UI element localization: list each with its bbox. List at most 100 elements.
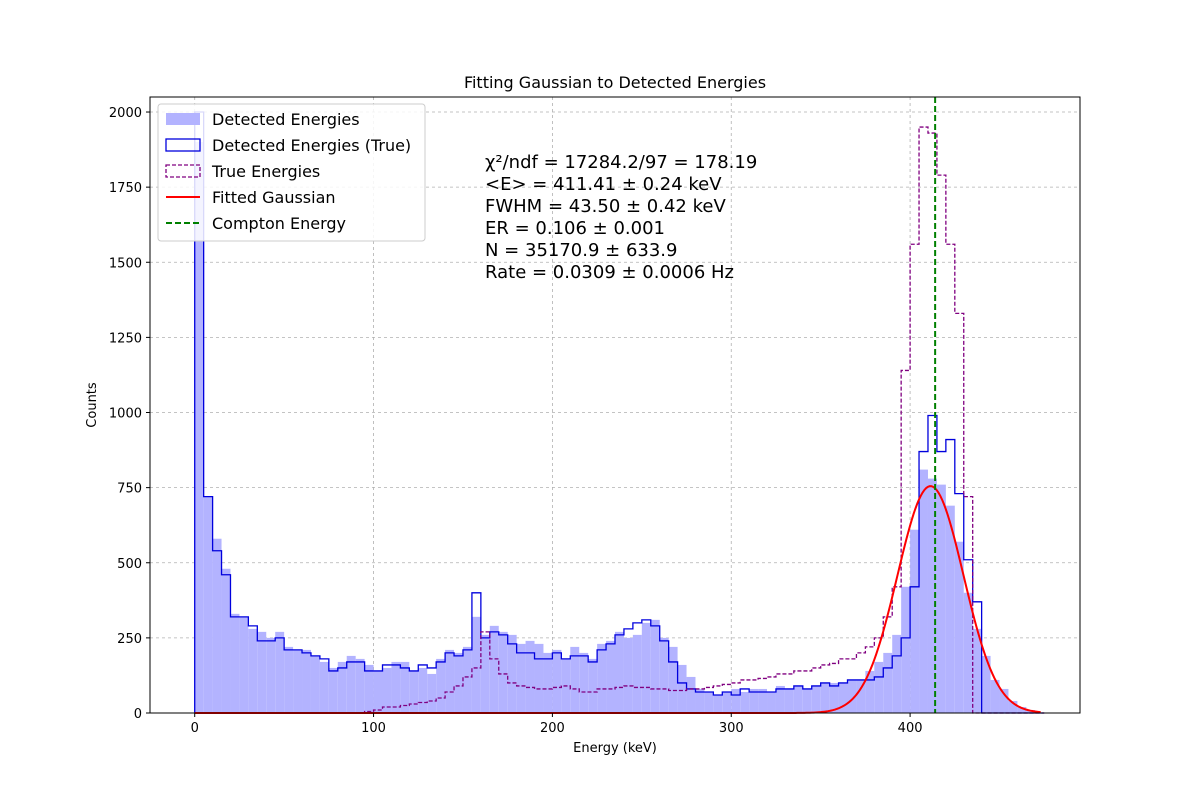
fit-statistics: χ²/ndf = 17284.2/97 = 178.19<E> = 411.41… [485, 152, 757, 283]
histogram-bar [471, 616, 481, 713]
y-tick-label: 500 [117, 557, 142, 572]
histogram-bar [990, 679, 1000, 713]
legend: Detected Energies Detected Energies (True… [157, 103, 426, 242]
histogram-bar [1008, 700, 1018, 713]
histogram-bar [364, 664, 374, 713]
histogram-bar [337, 661, 347, 713]
histogram-bar [883, 652, 893, 713]
y-tick-label: 750 [117, 482, 142, 497]
histogram-bar [838, 682, 848, 713]
histogram-bar [936, 484, 946, 713]
histogram-bar [436, 658, 446, 713]
x-axis-label: Energy (keV) [573, 741, 657, 756]
legend-box [157, 103, 426, 242]
histogram-bar [901, 586, 911, 713]
x-tick-label: 200 [540, 721, 565, 736]
fit-statistic-line: Rate = 0.0309 ± 0.0006 Hz [485, 262, 734, 283]
histogram-bar [874, 661, 884, 713]
histogram-bar [284, 646, 294, 713]
y-tick-label: 2000 [109, 106, 142, 121]
legend-handle-filled [166, 113, 200, 125]
legend-label: True Energies [211, 162, 320, 181]
x-tick-label: 100 [361, 721, 386, 736]
histogram-bar [355, 658, 365, 713]
histogram-bar [811, 685, 821, 713]
histogram-bar [847, 679, 857, 713]
histogram-bar [221, 568, 231, 713]
histogram-bar [516, 643, 526, 713]
histogram-bar [579, 652, 589, 713]
plot-data [194, 97, 1045, 714]
histogram-bar [784, 688, 794, 713]
histogram-bar [382, 667, 392, 713]
y-tick-label: 0 [134, 707, 142, 722]
histogram-bar [462, 646, 472, 713]
histogram-bar [257, 631, 267, 713]
histogram-bar [704, 691, 714, 713]
legend-label: Fitted Gaussian [212, 188, 336, 207]
histogram-bar [927, 478, 937, 713]
legend-label: Compton Energy [212, 214, 346, 233]
y-tick-label: 1500 [109, 256, 142, 271]
histogram-bar [981, 655, 991, 713]
fit-statistic-line: FWHM = 43.50 ± 0.42 keV [485, 196, 726, 217]
histogram-bar [203, 496, 213, 713]
histogram-bar [677, 664, 687, 713]
plot-frame [149, 96, 1081, 714]
histogram-bar [230, 613, 240, 713]
histogram-bar [418, 667, 428, 713]
histogram-bar [865, 670, 875, 713]
histogram-bar [767, 691, 776, 713]
histogram-bar [570, 646, 580, 713]
histogram-bar [910, 529, 920, 713]
histogram-bar [552, 649, 562, 713]
histogram-bar [302, 649, 311, 713]
histogram-bar [525, 640, 535, 713]
histogram-bar [507, 634, 517, 713]
legend-label: Detected Energies [212, 110, 360, 129]
histogram-bar [588, 658, 598, 713]
y-tick-label: 1750 [109, 181, 142, 196]
histogram-bar [597, 643, 607, 713]
histogram-bar [615, 631, 624, 713]
histogram-bar [194, 142, 204, 713]
histogram-bar [606, 640, 615, 713]
legend-handle-step [165, 138, 201, 152]
histogram-bar [319, 661, 329, 713]
histogram-bar [793, 685, 803, 713]
histogram-bar [686, 676, 696, 713]
legend-label: Detected Energies (True) [212, 136, 411, 155]
y-tick-label: 250 [117, 632, 142, 647]
histogram-bar [346, 655, 356, 713]
histogram-bar [454, 652, 463, 713]
histogram-bar [954, 541, 964, 713]
histogram-bar [409, 670, 419, 713]
histogram-bar [275, 631, 285, 713]
histogram-bar [427, 673, 437, 713]
histogram-bar [248, 628, 258, 713]
histogram-bar [972, 628, 982, 713]
fit-statistic-line: <E> = 411.41 ± 0.24 keV [485, 174, 722, 195]
histogram-bar [892, 634, 902, 713]
histogram-bar [820, 682, 830, 713]
histogram-bar [1017, 706, 1027, 713]
histogram-bar [731, 688, 741, 713]
histogram-bar [293, 649, 303, 713]
chart-title: Fitting Gaussian to Detected Energies [464, 73, 766, 92]
x-tick-label: 0 [191, 721, 199, 736]
histogram-bar [659, 637, 669, 713]
histogram-bar [802, 688, 812, 713]
histogram-bar [749, 688, 759, 713]
histogram-bar [498, 631, 508, 713]
histogram-bar [668, 646, 678, 713]
histogram-bar [480, 634, 490, 713]
histogram-bar [310, 655, 320, 713]
histogram-bar [239, 616, 249, 713]
step-histogram-true-energies [194, 126, 1045, 714]
legend-handle-step-dashed [165, 164, 201, 178]
x-tick-label: 300 [719, 721, 744, 736]
histogram-bar [650, 619, 660, 713]
axis-ticks: 0 100 200 300 400 0 250 500 750 1000 1250 1500 1750 2… [109, 106, 923, 736]
histogram-bar [212, 538, 222, 713]
